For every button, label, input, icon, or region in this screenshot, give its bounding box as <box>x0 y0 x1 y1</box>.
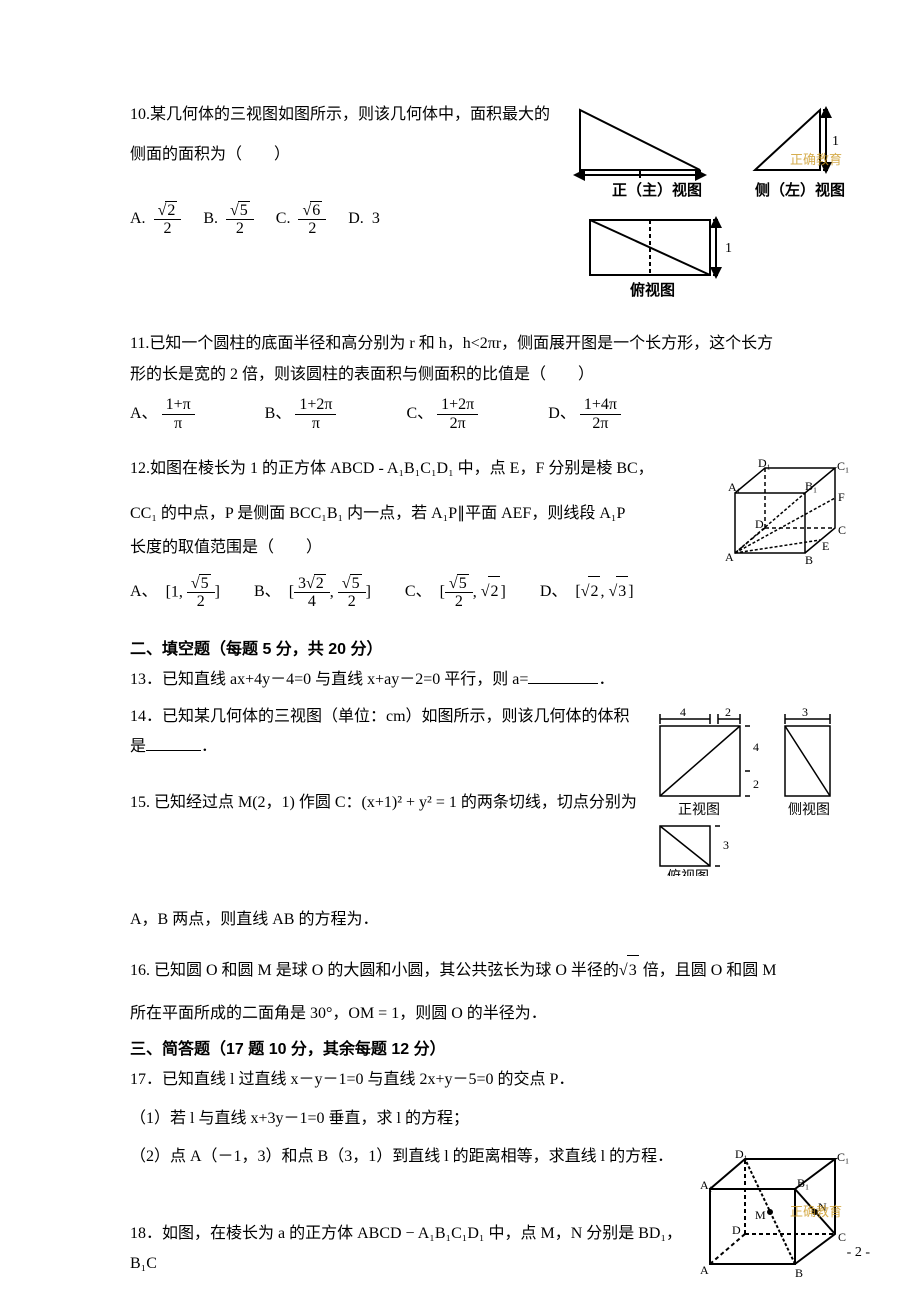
svg-text:B: B <box>805 553 813 567</box>
q11-stem-line1: 11.已知一个圆柱的底面半径和高分别为 r 和 h，h<2πr，侧面展开图是一个… <box>130 329 850 359</box>
svg-text:C₁: C₁ <box>837 1150 849 1164</box>
q11-opt-a: A、1+ππ <box>130 396 195 432</box>
svg-text:B₁: B₁ <box>797 1176 809 1190</box>
q10-opt-a: A. 22 <box>130 201 181 238</box>
q13: 13．已知直线 ax+4y－4=0 与直线 x+ay－2=0 平行，则 a=． <box>130 665 850 695</box>
q10-choices: A. 22 B. 52 C. 62 D. 3 <box>130 201 570 238</box>
svg-text:C₁: C₁ <box>837 459 849 473</box>
svg-text:1: 1 <box>725 241 732 256</box>
q10-three-view-figure: 1 1 正（主）视图 侧（左）视图 俯视图 <box>570 100 850 300</box>
svg-text:M: M <box>755 1208 766 1222</box>
q14-side-label: 侧视图 <box>788 802 830 818</box>
q15-stem-line1: 15. 已知经过点 M(2，1) 作圆 C：(x+1)² + y² = 1 的两… <box>130 788 650 818</box>
q12-opt-a: A、 [1, 52] <box>130 574 220 611</box>
section-3-header: 三、简答题（17 题 10 分，其余每题 12 分） <box>130 1035 850 1065</box>
svg-text:2: 2 <box>753 777 759 791</box>
q14-top-label: 俯视图 <box>667 869 709 876</box>
page-content: 10.某几何体的三视图如图所示，则该几何体中，面积最大的 侧面的面积为（ ） A… <box>130 100 850 1300</box>
section-2-header: 二、填空题（每题 5 分，共 20 分） <box>130 635 850 665</box>
q10-front-label: 正（主）视图 <box>612 181 702 199</box>
svg-text:2: 2 <box>725 705 731 719</box>
q16: 16. 已知圆 O 和圆 M 是球 O 的大圆和小圆，其公共弦长为球 O 半径的… <box>130 955 850 1029</box>
q12-cube-figure: A₁ B₁ C₁ D₁ A B C D E F <box>710 458 850 578</box>
q18-stem: 18．如图，在棱长为 a 的正方体 ABCD − A₁B₁C₁D₁ 中，点 M，… <box>130 1219 690 1280</box>
svg-text:3: 3 <box>723 838 729 852</box>
q10-opt-c: C. 62 <box>276 201 326 238</box>
svg-text:B: B <box>795 1266 803 1280</box>
q12-stem-line3: 长度的取值范围是（ ） <box>130 533 710 563</box>
q14-blank <box>146 734 201 751</box>
svg-text:A: A <box>700 1263 709 1277</box>
q12-opt-d: D、 [2, 3] <box>540 576 634 607</box>
q10-side-label: 侧（左）视图 <box>755 181 845 199</box>
q17-stem: 17．已知直线 l 过直线 x－y－1=0 与直线 2x+y－5=0 的交点 P… <box>130 1065 850 1095</box>
svg-text:C: C <box>838 523 846 537</box>
q14-front-label: 正视图 <box>678 802 720 818</box>
q14-stem-line2: 是． <box>130 732 650 762</box>
svg-text:B₁: B₁ <box>805 479 817 493</box>
svg-text:4: 4 <box>753 740 759 754</box>
q16-stem-line2: 所在平面所成的二面角是 30°，OM = 1，则圆 O 的半径为． <box>130 999 850 1029</box>
q13-blank <box>528 667 598 684</box>
svg-text:C: C <box>838 1230 846 1244</box>
q17-part1: （1）若 l 与直线 x+3y－1=0 垂直，求 l 的方程； <box>130 1104 850 1134</box>
q10: 10.某几何体的三视图如图所示，则该几何体中，面积最大的 侧面的面积为（ ） A… <box>130 100 850 311</box>
svg-text:A: A <box>725 550 734 564</box>
q14-stem-line1: 14．已知某几何体的三视图（单位：cm）如图所示，则该几何体的体积 <box>130 702 650 732</box>
q11-stem-line2: 形的长是宽的 2 倍，则该圆柱的表面积与侧面积的比值是（ ） <box>130 360 850 390</box>
q10-opt-d: D. 3 <box>348 204 380 234</box>
q10-stem-line2: 侧面的面积为（ ） <box>130 140 570 170</box>
q15-stem-line2: A，B 两点，则直线 AB 的方程为． <box>130 905 850 935</box>
svg-text:F: F <box>838 490 845 504</box>
q10-top-label: 俯视图 <box>630 281 675 299</box>
q10-opt-b: B. 52 <box>203 201 253 238</box>
svg-text:E: E <box>822 539 829 553</box>
q14-q15-row: 14．已知某几何体的三视图（单位：cm）如图所示，则该几何体的体积 是． 15.… <box>130 696 850 887</box>
q12-stem-line1: 12.如图在棱长为 1 的正方体 ABCD - A₁B₁C₁D₁ 中，点 E，F… <box>130 454 710 484</box>
q12-opt-c: C、 [52, 2] <box>405 574 506 611</box>
svg-text:3: 3 <box>802 705 808 719</box>
svg-text:A₁: A₁ <box>728 480 741 494</box>
q16-stem-line1: 16. 已知圆 O 和圆 M 是球 O 的大圆和小圆，其公共弦长为球 O 半径的… <box>130 955 850 986</box>
watermark-1: 正确教育 <box>790 148 842 173</box>
q10-side-tick: 1 <box>832 134 839 149</box>
svg-text:D: D <box>755 517 764 531</box>
svg-text:D₁: D₁ <box>735 1149 748 1161</box>
q11-opt-c: C、1+2π2π <box>406 396 478 432</box>
q11: 11.已知一个圆柱的底面半径和高分别为 r 和 h，h<2πr，侧面展开图是一个… <box>130 329 850 432</box>
q12-stem-line2: CC₁ 的中点，P 是侧面 BCC₁B₁ 内一点，若 A₁P∥平面 AEF，则线… <box>130 499 710 529</box>
svg-text:D₁: D₁ <box>758 458 771 470</box>
q11-opt-d: D、1+4π2π <box>548 396 621 432</box>
q12-opt-b: B、 [324, 52] <box>254 574 371 611</box>
q11-opt-b: B、1+2ππ <box>265 396 337 432</box>
page-number: - 2 - <box>847 1240 870 1267</box>
q12: 12.如图在棱长为 1 的正方体 ABCD - A₁B₁C₁D₁ 中，点 E，F… <box>130 454 850 628</box>
svg-text:D: D <box>732 1223 741 1237</box>
q14-three-view-figure: 4 2 3 4 2 3 正视图 侧视图 俯视图 <box>650 696 850 876</box>
q10-stem-line1: 10.某几何体的三视图如图所示，则该几何体中，面积最大的 <box>130 100 570 130</box>
watermark-2: 正确教育 <box>790 1200 842 1225</box>
svg-text:A₁: A₁ <box>700 1178 713 1192</box>
q18: 18．如图，在棱长为 a 的正方体 ABCD − A₁B₁C₁D₁ 中，点 M，… <box>130 1219 850 1300</box>
svg-text:4: 4 <box>680 705 686 719</box>
